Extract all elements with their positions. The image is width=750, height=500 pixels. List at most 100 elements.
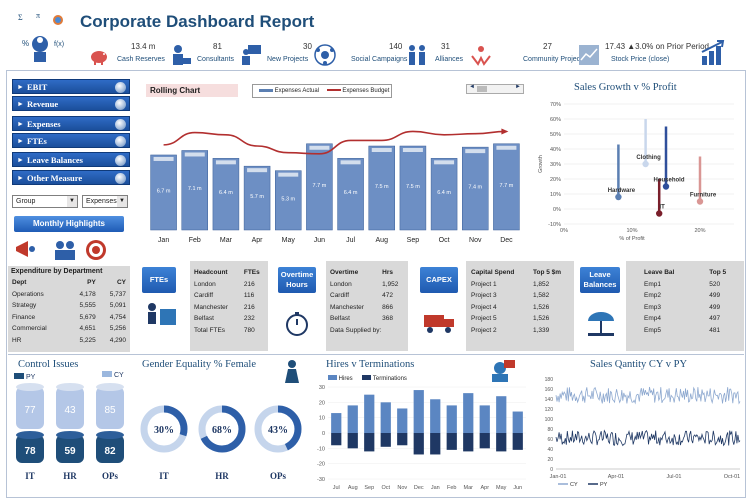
- tick-label: Apr: [252, 237, 264, 244]
- cell: 5,555: [79, 302, 96, 310]
- hires-bar: [446, 405, 457, 433]
- cell: Cardiff: [194, 292, 214, 300]
- col-header: Headcount: [194, 269, 228, 277]
- control-title: Control Issues: [18, 359, 79, 370]
- cy-cylinder: [96, 387, 124, 429]
- nav-other-measure[interactable]: ► Other Measure: [12, 170, 130, 185]
- social-network-icon: [314, 44, 336, 66]
- capex-table: Capital Spend Top 5 $m Project 1 1,852 Pro…: [469, 267, 573, 336]
- expenditure-panel: Expenditure by Department Dept PY CY Opera…: [8, 266, 130, 352]
- nav-leave-balances[interactable]: ► Leave Balances: [12, 152, 130, 167]
- y-tick-label: 10: [319, 416, 325, 422]
- presenter-icon: [242, 45, 261, 65]
- measure-select[interactable]: Expenses ▼: [82, 195, 128, 208]
- x-tick-label: Oct: [381, 485, 390, 491]
- kpi-value: 81: [213, 42, 222, 51]
- terms-bar: [380, 433, 391, 447]
- svg-text:f(x): f(x): [54, 41, 64, 48]
- hires-bar: [512, 411, 523, 433]
- megaphone-icon: [16, 241, 35, 257]
- data-label: 7.7 m: [500, 183, 514, 189]
- py-value: 82: [104, 446, 116, 457]
- kpi-value: 30: [303, 42, 312, 51]
- py-cylinder-top: [96, 431, 124, 439]
- kpi-new-projects: 30 New Projects: [240, 42, 325, 66]
- rolling-scrollbar[interactable]: ◄ ►: [466, 84, 524, 94]
- knob-icon: [115, 155, 126, 166]
- cell: Belfast: [330, 315, 350, 323]
- terms-bar: [430, 433, 441, 455]
- nav-ebit[interactable]: ► EBIT: [12, 79, 130, 94]
- tick-label: Feb: [189, 237, 201, 244]
- y-tick-label: 60: [547, 437, 553, 443]
- cell: 866: [382, 303, 393, 311]
- col-header: CY: [116, 279, 126, 287]
- kpi-label: Alliances: [435, 56, 464, 63]
- nav-ftes[interactable]: ► FTEs: [12, 133, 130, 148]
- data-label: 7.5 m: [375, 184, 389, 190]
- col-header: PY: [87, 279, 96, 287]
- capex-chip: CAPEX: [420, 267, 458, 293]
- hires-legend: Hires Terminations: [328, 375, 407, 382]
- female-person-icon: [285, 360, 299, 383]
- sales-qty-panel: Sales Qantity CY v PY 180 160 140 120 100 80 6…: [534, 357, 744, 496]
- bar: [462, 146, 489, 231]
- kpi-alliances: 31 Alliances: [406, 42, 471, 66]
- y-tick-label: 160: [545, 387, 554, 393]
- cell: Manchester: [194, 303, 228, 311]
- growth-bars-icon: [701, 40, 725, 65]
- cell: 780: [243, 326, 255, 334]
- knob-icon: [115, 173, 126, 184]
- bar-highlight: [278, 172, 299, 177]
- rolling-legend: Expenses Actual Expenses Budget: [252, 84, 392, 98]
- leave-table-panel: Leave Bal Top 5 Emp1 520 Emp2 499 Emp3 499 E…: [626, 261, 744, 351]
- group-select[interactable]: Group ▼: [12, 195, 78, 208]
- hires-bar: [347, 405, 358, 433]
- y-tick-label: 0%: [553, 207, 561, 213]
- category-label: HR: [215, 471, 229, 481]
- cell: Emp3: [644, 303, 661, 311]
- ftes-chip: FTEs: [142, 267, 176, 293]
- x-tick-label: Feb: [447, 485, 456, 491]
- cell: Manchester: [330, 303, 364, 311]
- legend-label: CY: [114, 372, 124, 379]
- nav-label: EBIT: [27, 82, 48, 92]
- data-label: 6.4 m: [344, 190, 358, 196]
- kpi-label: Community Projects: [523, 56, 586, 63]
- scroll-right-icon[interactable]: ►: [515, 84, 521, 90]
- x-tick-label: 20%: [694, 228, 705, 234]
- point: [656, 210, 663, 217]
- legend-label: PY: [26, 374, 36, 381]
- col-header: Capital Spend: [471, 269, 515, 277]
- col-header: Top 5 $m: [533, 269, 562, 277]
- bar: [150, 154, 177, 231]
- hires-bar: [397, 408, 408, 433]
- scroll-thumb[interactable]: [477, 86, 487, 92]
- bar: [275, 170, 302, 231]
- hires-panel: Hires v Terminations Hires Terminations …: [308, 357, 532, 496]
- control-issues-panel: Control Issues PY CY 77 78 IT 43 59 HR 85 82 OPs: [8, 357, 134, 496]
- y-tick-label: 10%: [550, 192, 561, 198]
- bar-highlight: [247, 168, 268, 173]
- bar: [212, 158, 240, 231]
- y-tick-label: 100: [545, 417, 554, 423]
- y-tick-label: -20: [317, 462, 325, 468]
- capex-icon-cell: CAPEX: [412, 261, 462, 351]
- terms-bar: [512, 433, 523, 450]
- tick-label: Nov: [469, 237, 482, 244]
- col-header: FTEs: [243, 269, 260, 277]
- bar-highlight: [496, 145, 517, 150]
- nav-revenue[interactable]: ► Revenue: [12, 96, 130, 111]
- legend-cy: CY: [570, 482, 578, 488]
- x-tick-label: Oct-01: [724, 474, 741, 480]
- bar-highlight: [215, 160, 236, 165]
- cell: 5,091: [109, 302, 126, 310]
- terms-bar: [347, 433, 358, 449]
- scroll-left-icon[interactable]: ◄: [469, 84, 475, 90]
- monthly-highlights-button[interactable]: Monthly Highlights: [14, 216, 124, 232]
- cy-cylinder: [56, 387, 84, 429]
- cell: Project 5: [471, 315, 497, 323]
- legend-cy: CY: [102, 371, 124, 379]
- nav-expenses[interactable]: ► Expenses: [12, 116, 130, 131]
